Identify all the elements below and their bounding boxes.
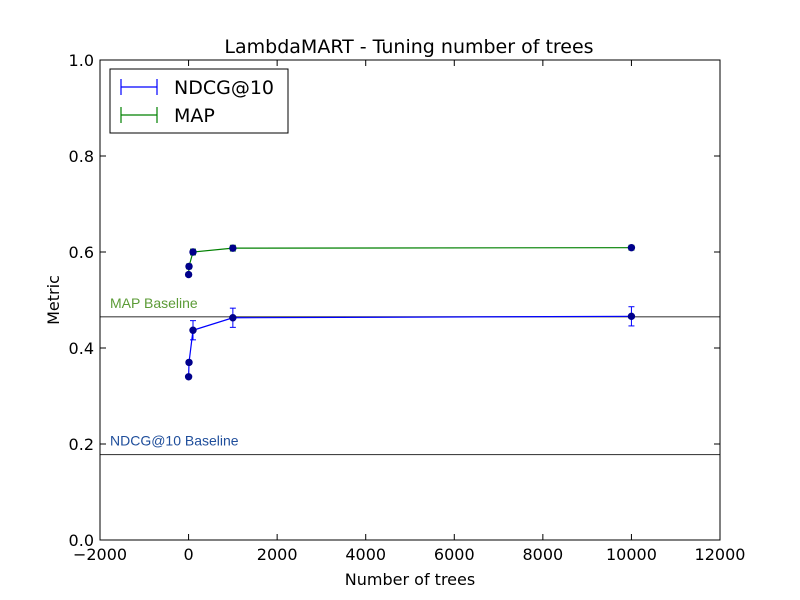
- y-tick-label: 0.4: [69, 339, 94, 358]
- y-tick-label: 0.8: [69, 147, 94, 166]
- legend: NDCG@10 MAP: [109, 68, 289, 134]
- series-map: [184, 243, 636, 279]
- x-axis-title: Number of trees: [345, 570, 475, 589]
- baseline-label: MAP Baseline: [110, 295, 198, 311]
- x-tick-label: 4000: [345, 545, 386, 564]
- x-tick-label: 6000: [434, 545, 475, 564]
- legend-label: NDCG@10: [174, 77, 274, 99]
- data-point: [184, 270, 193, 279]
- data-point: [229, 314, 237, 322]
- y-tick-label: 1.0: [69, 51, 94, 70]
- data-point: [189, 326, 197, 334]
- y-tick-label: 0.0: [69, 531, 94, 550]
- data-point: [229, 244, 237, 252]
- x-tick-label: 2000: [257, 545, 298, 564]
- legend-label: MAP: [174, 105, 215, 127]
- legend-box: [109, 68, 289, 134]
- chart-title: LambdaMART - Tuning number of trees: [224, 36, 593, 58]
- x-tick-label: 8000: [522, 545, 563, 564]
- x-tick-label: 0: [183, 545, 193, 564]
- data-point: [185, 358, 193, 367]
- data-point: [627, 312, 636, 321]
- series-ndcg-10: [184, 306, 636, 381]
- baseline-label: NDCG@10 Baseline: [110, 433, 239, 449]
- x-tick-label: 12000: [695, 545, 746, 564]
- y-tick-label: 0.6: [69, 243, 94, 262]
- data-point: [185, 262, 193, 271]
- x-tick-label: −2000: [73, 545, 127, 564]
- x-tick-label: 10000: [606, 545, 657, 564]
- data-point: [627, 243, 636, 252]
- y-tick-label: 0.2: [69, 435, 94, 454]
- tick-layer: −2000 0 2000 4000 6000 8000 10000 12000 0.0 0.2 0.…: [69, 51, 746, 564]
- plot-frame: [99, 59, 721, 541]
- data-point: [189, 248, 197, 256]
- y-axis-title: Metric: [44, 275, 63, 325]
- plot-area: [100, 60, 720, 540]
- series-layer: [184, 243, 636, 381]
- data-point: [184, 373, 193, 381]
